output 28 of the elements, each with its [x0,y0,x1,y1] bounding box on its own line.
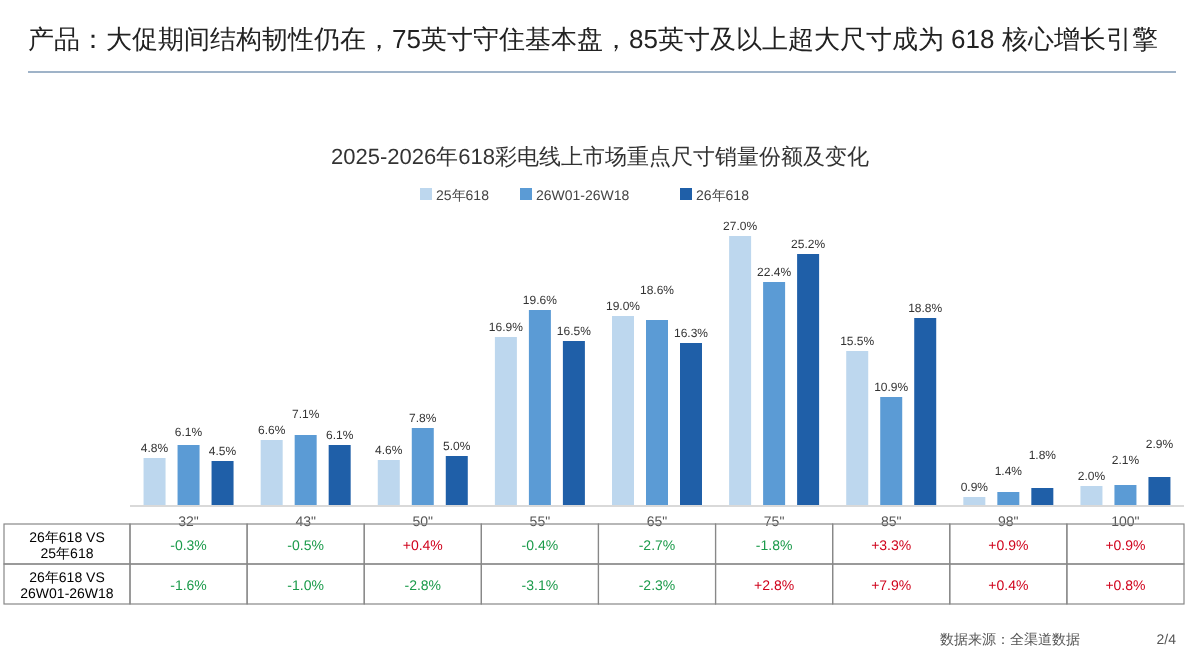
chart-title: 产品：大促期间结构韧性仍在，75英寸守住基本盘，85英寸及以上超大尺寸成为 618 核心增长引擎 [28,24,1158,54]
bar [1080,486,1103,506]
bar [997,492,1020,506]
bar [294,435,317,506]
bar [211,461,234,506]
bar [914,318,937,506]
bar [1031,488,1054,506]
bar [846,351,869,506]
bar [494,337,517,506]
bar [377,460,400,506]
bar [797,254,820,506]
bar [646,320,668,506]
bar [763,282,786,506]
bar [260,440,283,506]
bar [1148,477,1171,506]
bar [411,428,434,506]
bar [1114,485,1137,506]
bar [612,316,634,506]
bar [880,397,903,506]
bar [729,236,752,506]
bar [328,445,351,506]
bar [143,458,166,506]
bar [177,445,200,506]
chart-subtitle: 2025-2026年618彩电线上市场重点尺寸销量份额及变化 [331,144,869,170]
bar [680,343,702,506]
bar [445,456,468,506]
bar [562,341,585,506]
bar [528,310,551,506]
